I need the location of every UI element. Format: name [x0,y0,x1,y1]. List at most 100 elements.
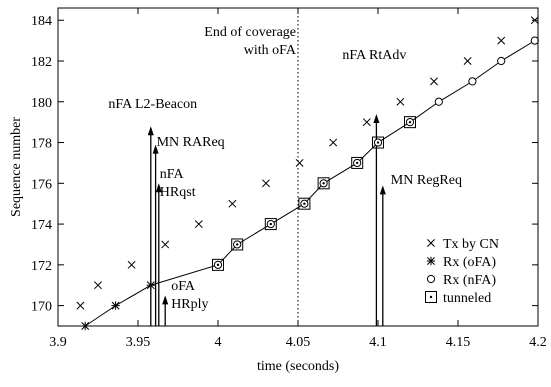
x-marker [295,158,304,167]
circle-ring [497,56,506,66]
event-arrow-head [147,126,154,136]
dotted-square-marker [264,218,277,231]
y-axis-label: Sequence number [9,117,24,217]
square-dot [376,141,380,144]
y-tick-label: 172 [31,259,52,274]
circle-marker [426,274,436,284]
x-marker [329,138,338,147]
x-marker [262,179,270,188]
dotted-square-marker [425,291,437,303]
x-marker [427,239,435,247]
y-tick-label: 184 [31,14,52,29]
x-stroke [262,179,270,188]
asterisk-marker [426,256,436,266]
square-outline [231,238,244,251]
x-marker [497,36,506,45]
circle-marker [434,97,443,106]
event-label: nFA RtAdv [342,48,406,63]
x-tick-label: 3.95 [126,335,151,350]
legend-label: Tx by CN [443,237,499,252]
x-marker [194,220,203,229]
x-stroke [295,158,304,167]
tick-layer: 3.9 3.95 4 4.05 4.1 4.15 4.2 170 172 174 176 178 180… [31,8,547,350]
end-of-coverage-label: with oFA [244,43,297,58]
square-outline [298,197,311,210]
marker-layer [76,16,539,331]
event-arrow-layer [147,114,386,326]
x-stroke [94,281,102,290]
x-tick-label: 4.05 [286,335,311,350]
event-label: oFA [171,279,196,294]
dotted-square-marker [298,197,311,210]
event-label: MN RAReq [157,135,225,150]
x-stroke [161,240,170,249]
event-arrow-head [379,185,386,195]
x-tick-label: 4 [215,335,222,350]
annotation-layer: End of coverage with oFA nFA L2-Beacon MN R… [108,25,462,312]
square-outline [264,218,277,231]
x-stroke [76,301,85,310]
square-outline [212,258,224,271]
plot-frame [57,7,539,327]
square-outline [372,136,384,149]
dotted-square-marker [404,116,416,129]
legend-label: Rx (oFA) [443,255,496,270]
square-dot [269,222,272,226]
square-dot [429,295,433,299]
x-stroke [396,97,405,106]
circle-marker [497,56,506,66]
x-marker [530,16,539,25]
event-arrow-head [162,295,169,305]
asterisk-marker [111,301,120,310]
x-marker [127,260,136,269]
circle-ring [468,77,477,86]
dotted-square-marker [317,177,330,190]
dotted-square-marker [351,156,364,169]
x-tick-label: 4.2 [529,335,547,350]
y-tick-label: 180 [31,96,52,111]
x-stroke [463,57,472,65]
asterisk-marker [146,281,155,290]
x-marker [396,97,405,106]
square-dot [236,243,239,246]
square-outline [404,116,416,129]
square-dot [408,120,412,124]
x-stroke [228,199,237,208]
x-marker [228,199,237,208]
circle-ring [434,97,443,106]
square-dot [322,182,325,185]
y-tick-label: 178 [31,137,52,152]
square-outline [317,177,330,190]
event-label: nFA L2-Beacon [108,97,197,112]
x-marker [161,240,170,249]
dotted-square-marker [372,136,384,149]
x-stroke [497,36,506,45]
legend-label: Rx (nFA) [443,273,496,288]
x-tick-label: 3.9 [49,335,67,350]
dotted-square-marker [212,258,224,271]
x-axis-label: time (seconds) [257,359,339,374]
legend: Tx by CN Rx (oFA) Rx (nFA) tunneled [425,237,499,306]
square-dot [216,263,220,267]
x-stroke [127,260,136,269]
square-outline [351,156,364,169]
event-label: MN RegReq [391,173,462,188]
x-tick-label: 4.1 [369,335,387,350]
event-arrow-head [152,144,159,154]
x-stroke [430,77,438,86]
circle-marker [468,77,477,86]
x-stroke [530,16,539,25]
x-marker [94,281,102,290]
legend-label: tunneled [443,291,491,306]
event-arrow-head [373,114,380,123]
event-label: nFA [160,167,185,182]
event-label: HRply [171,297,208,312]
x-stroke [362,118,371,127]
event-arrow-head [155,183,162,193]
circle-ring [426,274,436,284]
y-tick-label: 170 [31,300,52,315]
x-marker [76,301,85,310]
x-stroke [329,138,338,147]
x-stroke [194,220,203,229]
